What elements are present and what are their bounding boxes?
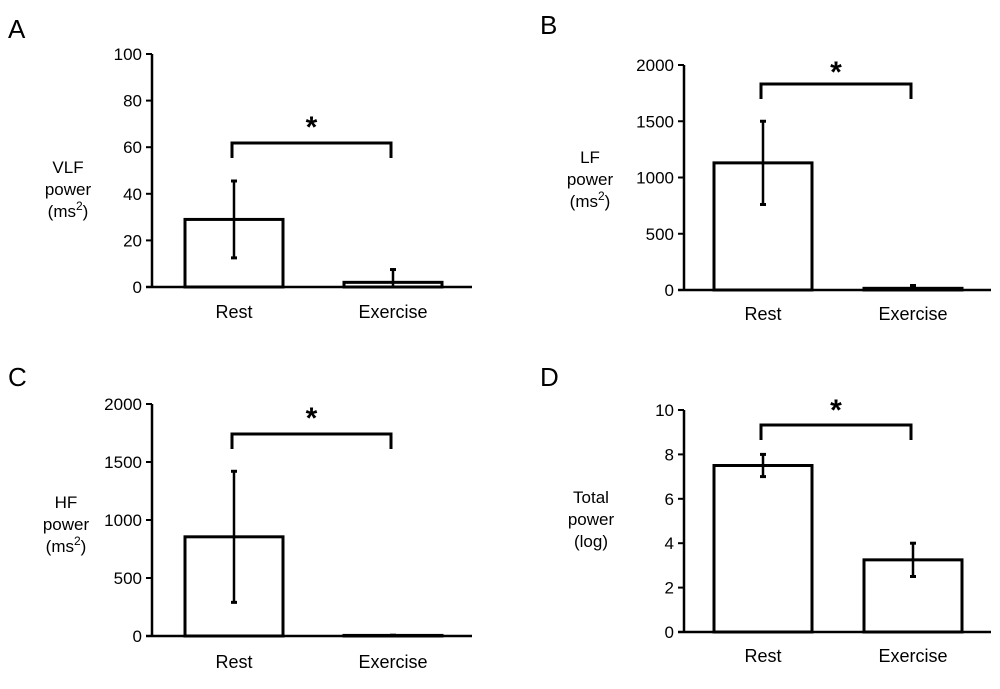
axes (146, 404, 472, 638)
y-axis-label-line-2: power (45, 180, 92, 199)
y-tick-label: 1500 (104, 453, 142, 472)
category-labels: Rest Exercise (215, 302, 427, 322)
significance-bracket: * (230, 402, 393, 449)
y-axis-label-line-2: power (43, 515, 90, 534)
x-category-label: Exercise (358, 302, 427, 322)
y-tick-label: 10 (655, 401, 674, 420)
y-axis-label-line-3: (ms2) (46, 534, 87, 556)
y-tick-label: 4 (665, 534, 674, 553)
y-axis-label-line-3: (ms2) (48, 199, 89, 221)
y-tick-label: 40 (123, 185, 142, 204)
significance-bracket: * (759, 394, 913, 440)
panel-letter: D (540, 362, 559, 392)
bracket-line (759, 423, 913, 440)
y-tick-label: 8 (665, 445, 674, 464)
bars (183, 469, 444, 638)
y-axis-ticks: 0 20 40 60 80 100 (114, 45, 152, 297)
category-labels: Rest Exercise (215, 652, 427, 672)
axes (146, 54, 472, 289)
panel-letter: A (8, 14, 26, 44)
significance-star: * (830, 394, 842, 427)
panel-a: A VLF power (ms2) 0 20 40 60 80 100 Rest Exerc… (8, 14, 472, 322)
y-axis-label-line-2: power (567, 170, 614, 189)
significance-bracket: * (759, 56, 913, 99)
y-axis-ticks: 0 500 1000 1500 2000 (104, 395, 152, 646)
x-category-label: Exercise (878, 304, 947, 324)
bracket-line (759, 82, 913, 99)
bracket-line (230, 432, 393, 449)
panel-c: C HF power (ms2) 0 500 1000 1500 2000 Rest Ex… (8, 362, 472, 672)
y-tick-label: 60 (123, 138, 142, 157)
y-tick-label: 0 (665, 623, 674, 642)
category-labels: Rest Exercise (744, 304, 947, 324)
y-tick-label: 0 (665, 281, 674, 300)
y-tick-label: 500 (646, 225, 674, 244)
significance-star: * (306, 111, 318, 144)
y-tick-label: 0 (133, 278, 142, 297)
bracket-line (230, 141, 393, 158)
panel-b: B LF power (ms2) 0 500 1000 1500 2000 Rest Ex… (540, 10, 991, 324)
y-tick-label: 1500 (636, 112, 674, 131)
y-tick-label: 1000 (104, 511, 142, 530)
y-tick-label: 100 (114, 45, 142, 64)
y-axis-ticks: 0 2 4 6 8 10 (655, 401, 684, 642)
y-axis-label-line-3: (log) (574, 532, 608, 551)
x-category-label: Rest (744, 304, 781, 324)
y-axis-label-line-1: LF (580, 148, 600, 167)
x-category-label: Exercise (878, 646, 947, 666)
y-axis-label-line-3: (ms2) (570, 189, 611, 211)
x-category-label: Rest (744, 646, 781, 666)
axes (678, 410, 991, 634)
bar-rest (712, 464, 814, 634)
significance-star: * (830, 56, 842, 89)
panel-d: D Total power (log) 0 2 4 6 8 10 Rest Exercise… (540, 362, 991, 666)
bars (183, 179, 444, 289)
x-category-label: Exercise (358, 652, 427, 672)
bars (712, 119, 964, 292)
x-category-label: Rest (215, 302, 252, 322)
y-axis-label-line-2: power (568, 510, 615, 529)
y-tick-label: 2 (665, 579, 674, 598)
y-tick-label: 500 (114, 569, 142, 588)
y-tick-label: 2000 (636, 56, 674, 75)
category-labels: Rest Exercise (744, 646, 947, 666)
y-tick-label: 0 (133, 627, 142, 646)
significance-star: * (306, 402, 318, 435)
y-axis-label-line-1: VLF (52, 158, 83, 177)
y-axis-ticks: 0 500 1000 1500 2000 (636, 56, 684, 300)
y-tick-label: 20 (123, 231, 142, 250)
y-tick-label: 2000 (104, 395, 142, 414)
bars (712, 452, 964, 634)
y-tick-label: 80 (123, 92, 142, 111)
panel-letter: B (540, 10, 557, 40)
y-tick-label: 1000 (636, 169, 674, 188)
y-axis-label-line-1: Total (573, 488, 609, 507)
x-category-label: Rest (215, 652, 252, 672)
y-axis-label-line-1: HF (55, 493, 78, 512)
significance-bracket: * (230, 111, 393, 158)
panel-letter: C (8, 362, 27, 392)
y-tick-label: 6 (665, 490, 674, 509)
axes (678, 65, 991, 292)
